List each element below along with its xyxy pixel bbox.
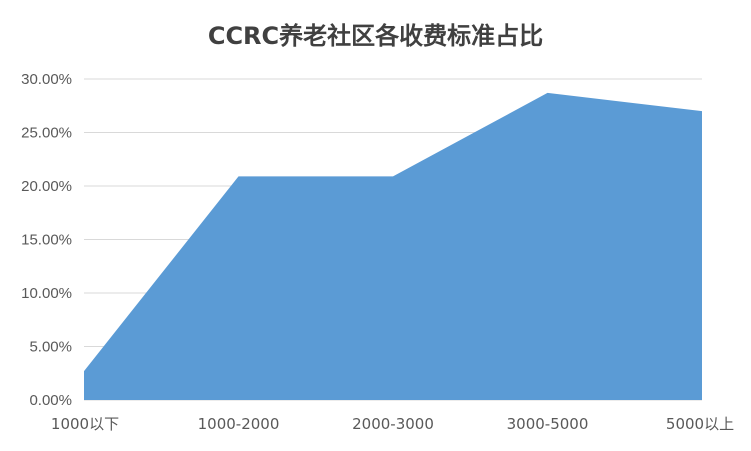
y-tick-label: 20.00% bbox=[21, 178, 72, 195]
y-tick-label: 5.00% bbox=[29, 339, 72, 356]
x-tick-label: 1000以下 bbox=[51, 415, 119, 433]
x-axis-ticks: 1000以下 1000-2000 2000-3000 3000-5000 5000以上 bbox=[51, 415, 734, 433]
x-tick-label: 3000-5000 bbox=[507, 415, 589, 433]
y-tick-label: 25.00% bbox=[21, 125, 72, 142]
area-series bbox=[84, 92, 702, 400]
area-fill bbox=[84, 92, 702, 400]
x-tick-label: 2000-3000 bbox=[352, 415, 434, 433]
y-tick-label: 30.00% bbox=[21, 71, 72, 88]
x-tick-label: 1000-2000 bbox=[198, 415, 280, 433]
y-tick-label: 15.00% bbox=[21, 232, 72, 249]
chart-title: CCRC养老社区各收费标准占比 bbox=[207, 22, 544, 50]
y-tick-label: 10.00% bbox=[21, 285, 72, 302]
y-axis-ticks: 0.00% 5.00% 10.00% 15.00% 20.00% 25.00% 30.00% bbox=[21, 71, 72, 409]
x-tick-label: 5000以上 bbox=[666, 415, 734, 433]
y-tick-label: 0.00% bbox=[29, 392, 72, 409]
